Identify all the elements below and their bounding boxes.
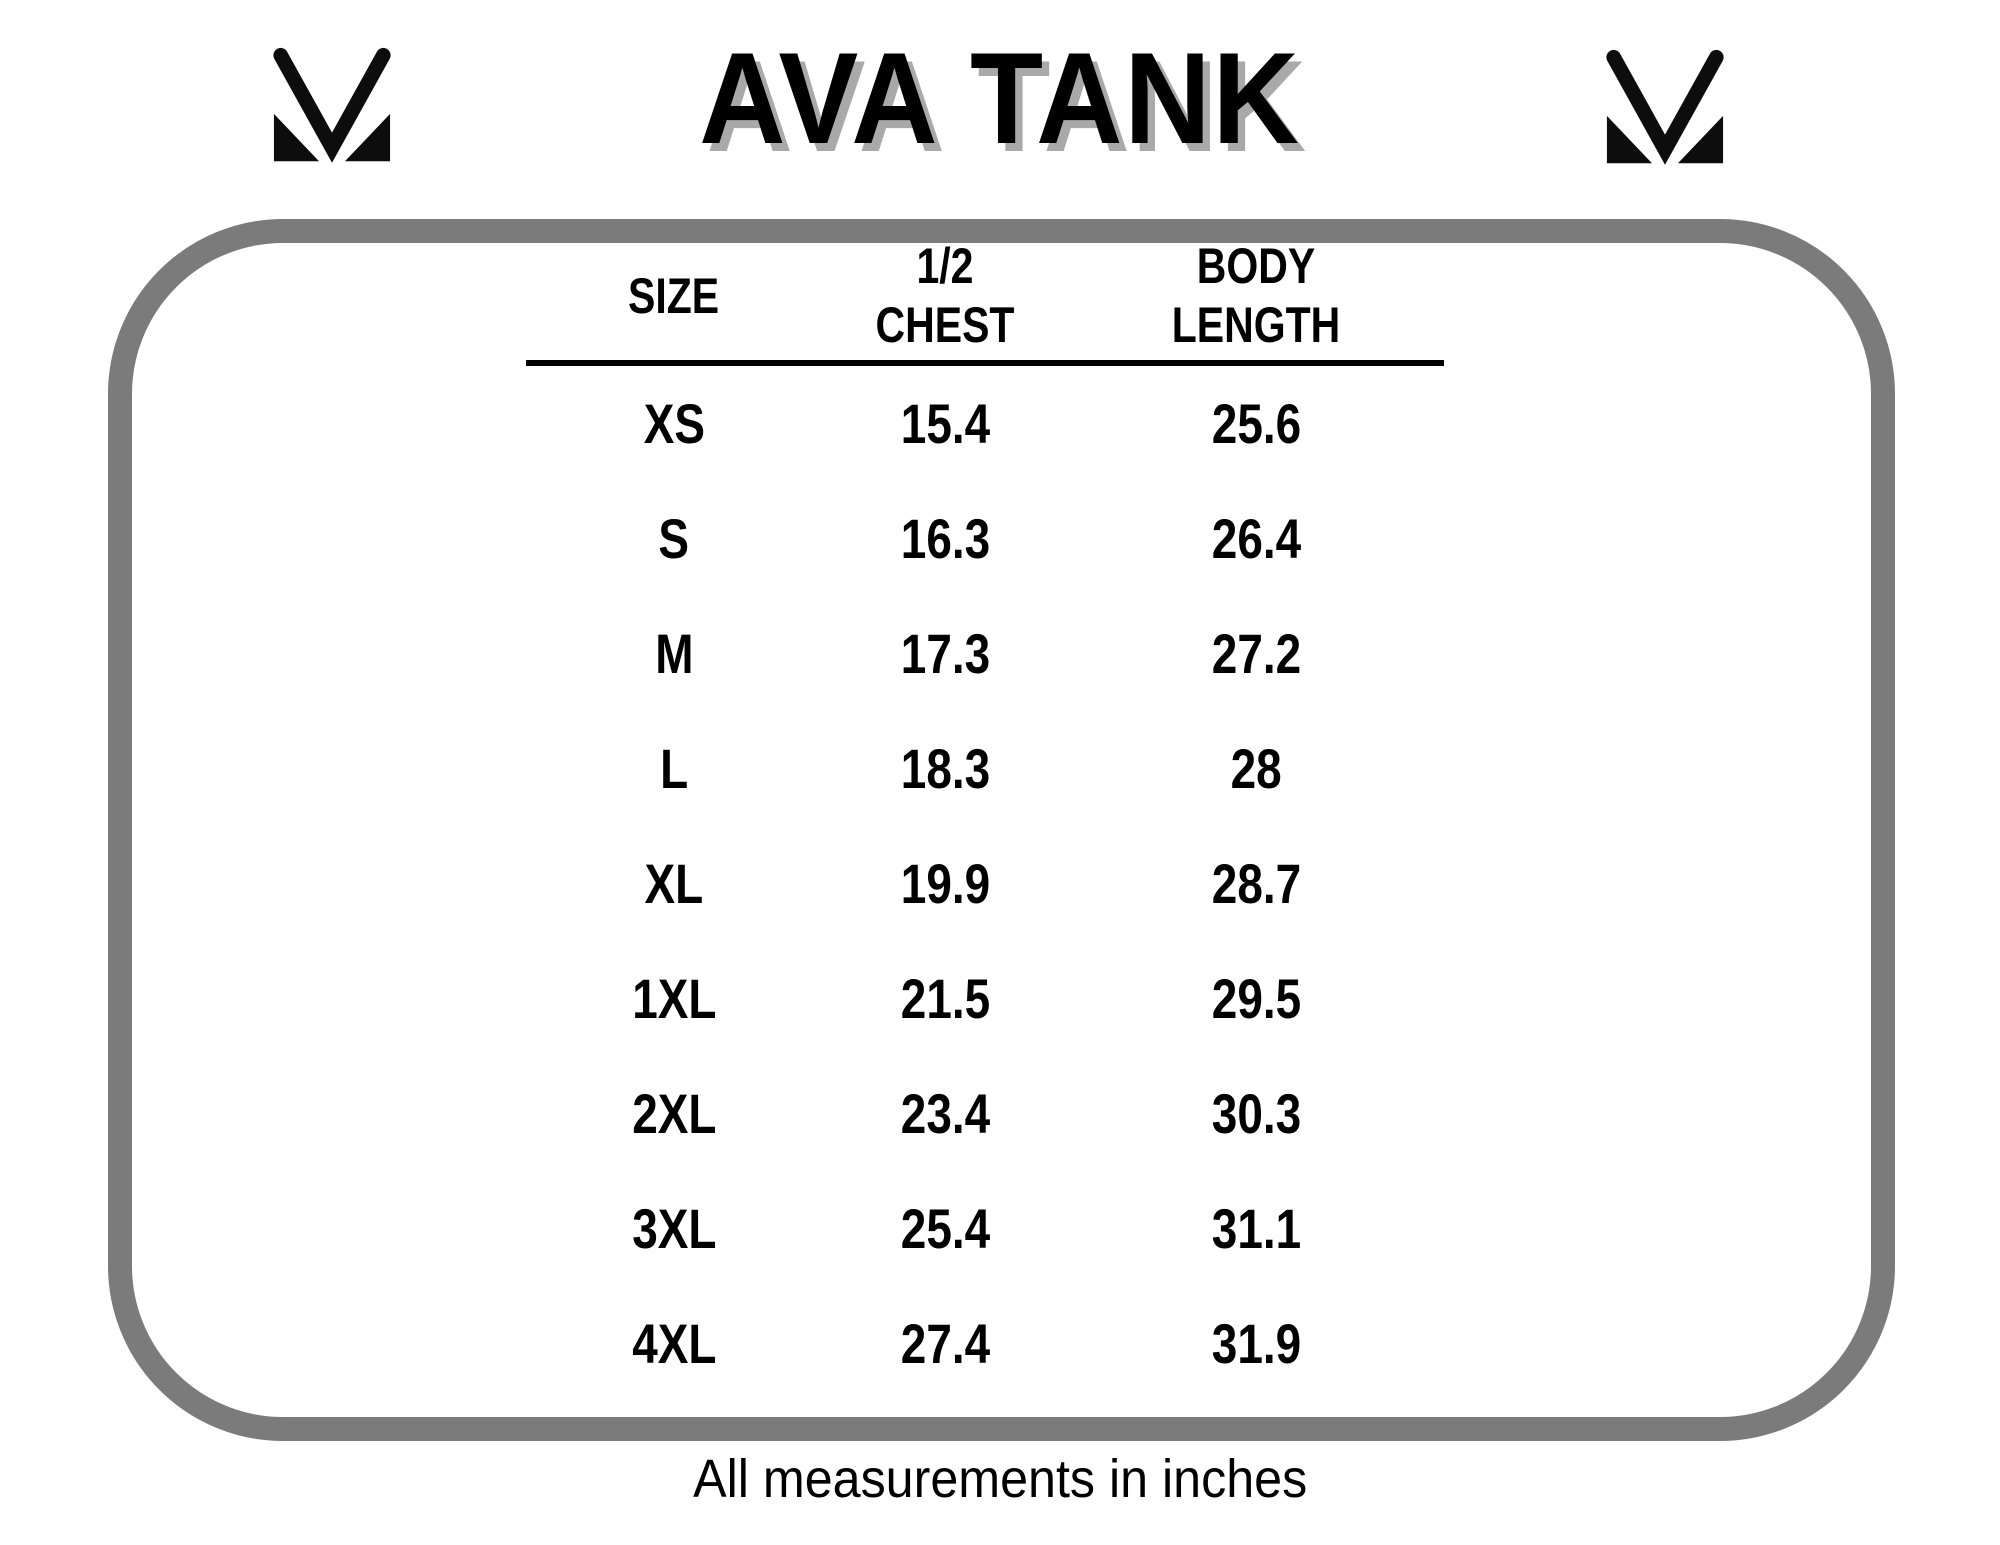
body-length-value: 25.6	[1211, 392, 1301, 455]
body-length-value: 31.1	[1211, 1197, 1301, 1260]
size-label: XS	[643, 392, 705, 455]
body-length-value: 31.9	[1211, 1312, 1301, 1375]
half-chest-value: 17.3	[900, 622, 990, 685]
mv-monogram-logo-left	[266, 44, 398, 168]
half-chest-value: 18.3	[900, 737, 990, 800]
half-chest-value: 16.3	[900, 507, 990, 570]
half-chest-value: 21.5	[900, 967, 990, 1030]
column-header-body-length: BODY LENGTH	[1171, 238, 1341, 353]
size-label: 1XL	[631, 967, 717, 1030]
size-chart-table: SIZE 1/2 CHEST BODY LENGTH XS 15.4 25.6 …	[526, 232, 1444, 1401]
body-length-value: 26.4	[1211, 507, 1301, 570]
table-row-3xl: 3XL 25.4 31.1	[526, 1171, 1444, 1286]
table-header-row: SIZE 1/2 CHEST BODY LENGTH	[526, 232, 1444, 360]
size-label: 4XL	[631, 1312, 717, 1375]
body-length-value: 29.5	[1211, 967, 1301, 1030]
size-label: XL	[644, 852, 704, 915]
half-chest-value: 23.4	[900, 1082, 990, 1145]
page-title: AVA TANK	[0, 30, 2000, 167]
size-label: L	[659, 737, 689, 800]
table-row-l: L 18.3 28	[526, 711, 1444, 826]
mv-monogram-logo-right	[1599, 46, 1731, 170]
mv-monogram-icon	[273, 47, 391, 163]
size-chart-frame	[108, 219, 1895, 1441]
table-row-s: S 16.3 26.4	[526, 481, 1444, 596]
size-label: S	[658, 507, 690, 570]
body-length-value: 27.2	[1211, 622, 1301, 685]
table-row-xl: XL 19.9 28.7	[526, 826, 1444, 941]
measurements-footnote: All measurements in inches	[0, 1448, 2000, 1510]
header-divider-line	[526, 360, 1444, 366]
half-chest-value: 15.4	[900, 392, 990, 455]
measurements-footnote-text: All measurements in inches	[692, 1449, 1308, 1509]
size-label: 2XL	[631, 1082, 717, 1145]
half-chest-value: 19.9	[900, 852, 990, 915]
table-row-m: M 17.3 27.2	[526, 596, 1444, 711]
page-title-text: AVA TANK	[699, 25, 1301, 171]
table-row-xs: XS 15.4 25.6	[526, 366, 1444, 481]
column-header-size: SIZE	[628, 267, 720, 324]
body-length-value: 28.7	[1211, 852, 1301, 915]
table-row-1xl: 1XL 21.5 29.5	[526, 941, 1444, 1056]
half-chest-value: 27.4	[900, 1312, 990, 1375]
half-chest-value: 25.4	[900, 1197, 990, 1260]
column-header-half-chest: 1/2 CHEST	[875, 238, 1015, 353]
table-row-4xl: 4XL 27.4 31.9	[526, 1286, 1444, 1401]
size-label: M	[654, 622, 694, 685]
mv-monogram-icon	[1606, 49, 1724, 165]
body-length-value: 28	[1230, 737, 1282, 800]
body-length-value: 30.3	[1211, 1082, 1301, 1145]
table-row-2xl: 2XL 23.4 30.3	[526, 1056, 1444, 1171]
size-label: 3XL	[631, 1197, 717, 1260]
